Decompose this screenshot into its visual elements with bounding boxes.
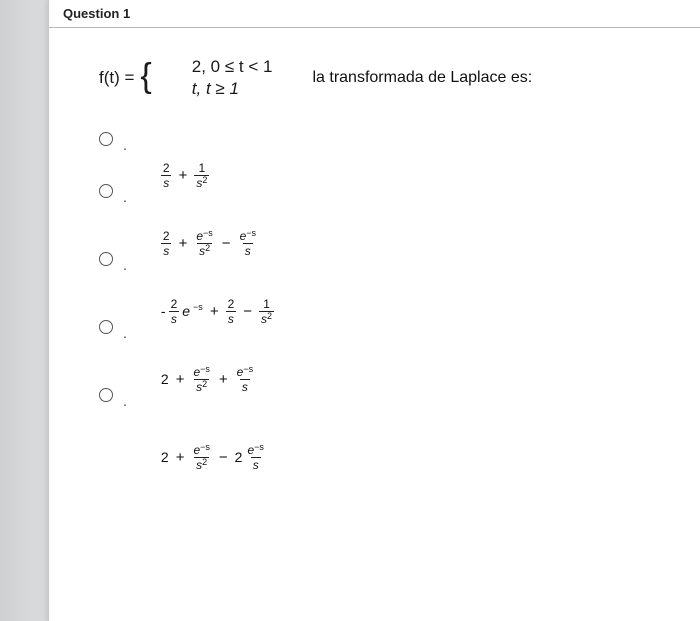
- option-5[interactable]: . 2 + e−ss2 + e−ss: [99, 362, 680, 428]
- question-content: f(t) = { 2, 0 ≤ t < 1 t, t ≥ 1 la transf…: [49, 28, 700, 508]
- option-marker: .: [123, 257, 127, 273]
- option-4[interactable]: . - 2s e−s + 2s − 1s2: [99, 294, 680, 360]
- question-stem: f(t) = { 2, 0 ≤ t < 1 t, t ≥ 1 la transf…: [99, 56, 680, 100]
- radio-icon[interactable]: [99, 252, 113, 266]
- question-number: Question 1: [63, 6, 130, 21]
- option-2-expression: 2s + 1s2: [161, 162, 209, 189]
- radio-icon[interactable]: [99, 320, 113, 334]
- option-3[interactable]: . 2s + e−ss2 − e−ss: [99, 226, 680, 292]
- option-marker: .: [123, 393, 127, 409]
- option-3-expression: 2s + e−ss2 − e−ss: [161, 230, 258, 257]
- piecewise-case-2: t, t ≥ 1: [192, 78, 273, 100]
- function-lhs: f(t) =: [99, 68, 134, 88]
- question-sheet: Question 1 f(t) = { 2, 0 ≤ t < 1 t, t ≥ …: [48, 0, 700, 621]
- options-list: . . 2s + 1s2 . 2s: [99, 124, 680, 496]
- page: Question 1 f(t) = { 2, 0 ≤ t < 1 t, t ≥ …: [0, 0, 700, 621]
- brace-icon: {: [140, 66, 151, 86]
- radio-icon[interactable]: [99, 184, 113, 198]
- option-6[interactable]: . 2 + e−ss2 − 2 e−ss: [99, 430, 680, 496]
- function-definition: f(t) = {: [99, 68, 152, 88]
- piecewise-cases: 2, 0 ≤ t < 1 t, t ≥ 1: [192, 56, 273, 100]
- radio-icon[interactable]: [99, 132, 113, 146]
- option-5-expression: 2 + e−ss2 + e−ss: [161, 366, 255, 393]
- option-marker: .: [123, 189, 127, 205]
- option-marker: .: [123, 137, 127, 153]
- margin-gutter: [0, 0, 48, 621]
- question-header: Question 1: [49, 0, 700, 28]
- option-marker: .: [123, 325, 127, 341]
- option-1[interactable]: .: [99, 124, 680, 154]
- option-6-expression: 2 + e−ss2 − 2 e−ss: [161, 444, 266, 471]
- radio-icon[interactable]: [99, 388, 113, 402]
- option-4-expression: - 2s e−s + 2s − 1s2: [161, 298, 274, 325]
- question-prompt: la transformada de Laplace es:: [312, 69, 532, 87]
- option-2[interactable]: . 2s + 1s2: [99, 158, 680, 224]
- piecewise-case-1: 2, 0 ≤ t < 1: [192, 56, 273, 78]
